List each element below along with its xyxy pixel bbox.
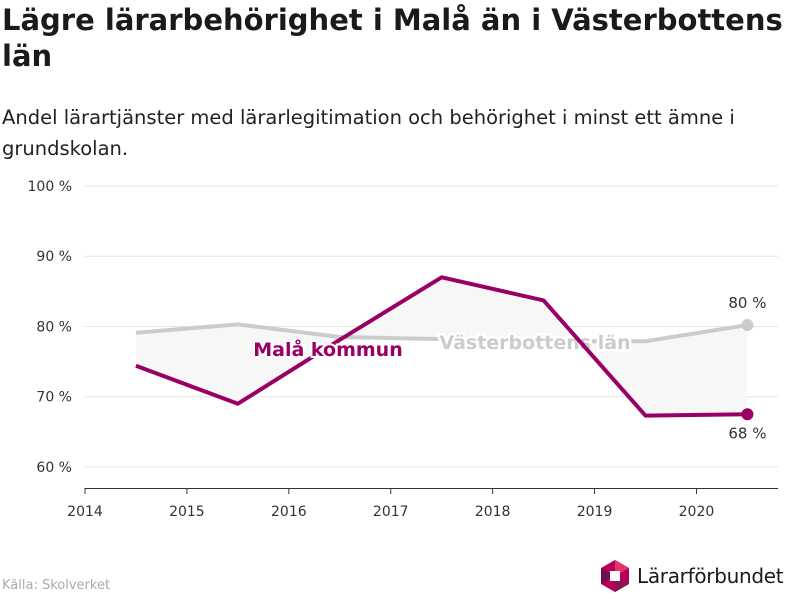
x-tick-label: 2019	[577, 504, 613, 520]
x-tick-label: 2015	[169, 504, 205, 520]
x-tick-label: 2016	[271, 504, 307, 520]
source-note: Källa: Skolverket	[2, 578, 111, 593]
y-tick-label: 70 %	[36, 390, 72, 406]
x-tick-label: 2014	[67, 504, 103, 520]
y-tick-label: 60 %	[36, 460, 72, 476]
series-line-mala-kommun	[135, 275, 748, 418]
y-tick-label: 90 %	[36, 249, 72, 265]
chart-subtitle: Andel lärartjänster med lärarlegitimatio…	[2, 106, 735, 160]
y-tick-label: 80 %	[36, 319, 72, 335]
brand-logo: Lärarförbundet	[600, 556, 784, 596]
series-label-vasterbottens-lan: Västerbottens län	[439, 332, 630, 354]
lararforbundet-logo-icon	[601, 560, 629, 592]
endpoint-mala-kommun	[741, 408, 754, 421]
x-tick-label: 2018	[475, 504, 511, 520]
y-tick-label: 100 %	[28, 179, 72, 195]
x-tick-label: 2017	[373, 504, 409, 520]
endpoint-vasterbottens-lan	[741, 319, 754, 332]
chart-title: Lägre lärarbehörighet i Malå än i Väster…	[2, 3, 783, 73]
gap-area	[135, 277, 748, 416]
end-label-vasterbottens-lan: 80 %	[728, 294, 766, 312]
series-label-mala-kommun: Malå kommun	[253, 337, 403, 361]
x-tick-label: 2020	[679, 504, 715, 520]
end-label-mala-kommun: 68 %	[728, 424, 766, 442]
series-line-vasterbottens-lan	[135, 322, 748, 344]
brand-name: Lärarförbundet	[637, 564, 784, 588]
